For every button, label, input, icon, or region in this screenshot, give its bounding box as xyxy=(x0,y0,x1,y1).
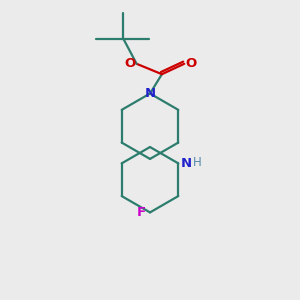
Text: N: N xyxy=(144,87,156,100)
Text: H: H xyxy=(193,156,202,169)
Text: N: N xyxy=(181,157,192,170)
Text: O: O xyxy=(124,57,136,70)
Text: F: F xyxy=(136,206,146,219)
Text: O: O xyxy=(185,57,196,70)
